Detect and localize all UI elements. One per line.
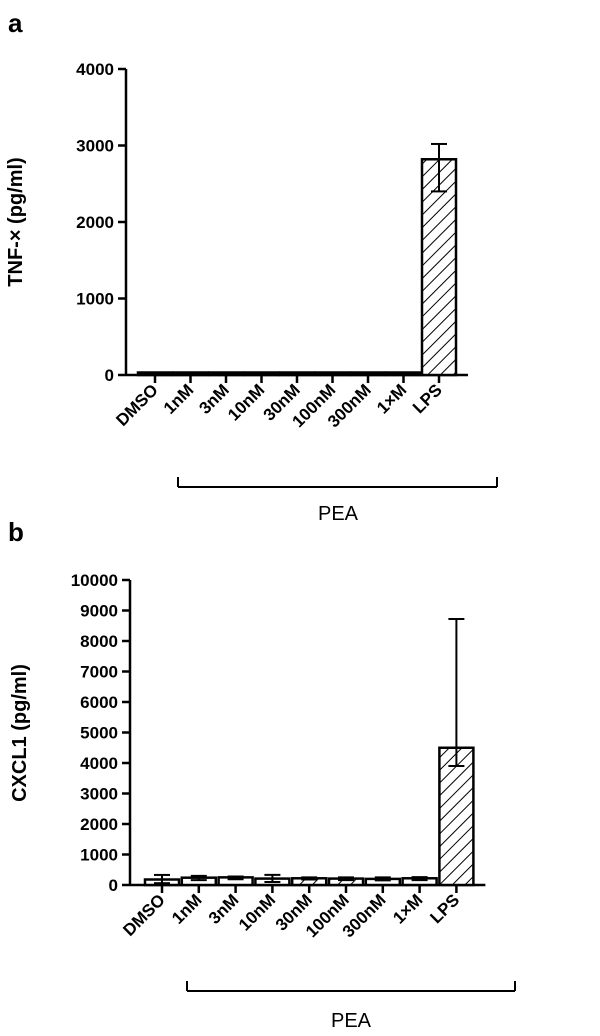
y-tick-label-b: 6000	[80, 693, 118, 712]
y-tick-label-b: 0	[109, 876, 118, 895]
y-tick-label-b: 5000	[80, 724, 118, 743]
category-label-a-8: LPS	[409, 380, 446, 417]
y-tick-label-b: 9000	[80, 602, 118, 621]
pea-label-a: PEA	[318, 503, 359, 525]
chart-b: 0 1000 2000 3000 4000 5000 6000 7000 8000 9000 100…	[9, 571, 486, 941]
category-label-b-8: LPS	[426, 890, 463, 927]
y-tick-label-a: 4000	[76, 60, 114, 79]
category-label-b-7: 1×M	[389, 890, 426, 927]
category-label-a-3: 10nM	[224, 380, 268, 424]
y-tick-label-a: 3000	[76, 137, 114, 156]
category-label-b-3: 10nM	[235, 890, 279, 934]
y-tick-label-b: 4000	[80, 754, 118, 773]
panel-b-letter: b	[8, 517, 24, 547]
category-label-a-0: DMSO	[112, 380, 161, 429]
bar-b-8	[438, 746, 475, 887]
y-tick-label-b: 7000	[80, 663, 118, 682]
panel-a-letter: a	[8, 8, 23, 38]
category-label-a-1: 1nM	[160, 380, 197, 417]
category-label-a-7: 1×M	[373, 380, 410, 417]
y-tick-label-b: 2000	[80, 815, 118, 834]
y-tick-label-a: 1000	[76, 290, 114, 309]
y-tick-label-b: 10000	[71, 571, 118, 590]
y-tick-label-b: 8000	[80, 632, 118, 651]
y-axis-title-b: CXCL1 (pg/ml)	[9, 664, 31, 802]
y-tick-label-a: 2000	[76, 213, 114, 232]
pea-label-b: PEA	[331, 1010, 372, 1032]
y-tick-label-b: 1000	[80, 846, 118, 865]
category-label-b-1: 1nM	[168, 890, 205, 927]
y-tick-label-a: 0	[105, 366, 114, 385]
y-tick-label-b: 3000	[80, 785, 118, 804]
y-axis-title-a: TNF-× (pg/ml)	[5, 157, 27, 286]
category-label-b-0: DMSO	[119, 890, 168, 939]
